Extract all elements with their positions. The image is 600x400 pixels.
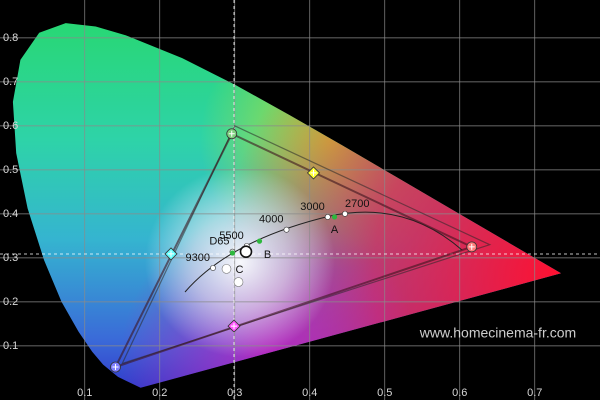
x-tick-label: 0.5 (377, 387, 392, 399)
primary-cross (468, 243, 475, 250)
temperature-label: 4000 (259, 214, 283, 226)
illuminant-point (229, 250, 236, 256)
white-point (239, 245, 253, 259)
x-tick-label: 0.7 (527, 387, 542, 399)
illuminant-point (331, 214, 338, 220)
y-tick-label: 0.7 (3, 76, 18, 88)
primary-cross (228, 130, 235, 137)
secondary-cross (168, 250, 174, 257)
temperature-label: 2700 (345, 198, 369, 210)
y-tick-label: 0.1 (3, 340, 18, 352)
y-tick-label: 0.6 (3, 120, 18, 132)
temperature-label: 3000 (300, 201, 324, 213)
temperature-point (342, 210, 348, 217)
white-point (233, 277, 244, 287)
watermark: www.homecinema-fr.com (419, 325, 576, 341)
reference-gamut (121, 125, 492, 365)
y-tick-label: 0.5 (3, 164, 18, 176)
illuminant-label: A (331, 224, 339, 236)
y-tick-label: 0.3 (3, 252, 18, 264)
temperature-label: 9300 (186, 252, 210, 264)
x-tick-label: 0.1 (77, 387, 92, 399)
y-tick-label: 0.8 (3, 32, 18, 44)
x-tick-label: 0.4 (302, 387, 317, 399)
illuminant-label: B (264, 249, 271, 261)
y-tick-label: 0.2 (3, 296, 18, 308)
x-tick-label: 0.6 (452, 387, 467, 399)
white-point (221, 264, 232, 274)
illuminant-label: C (236, 264, 244, 276)
illuminant-point (256, 238, 263, 244)
temperature-label: D65 (209, 236, 229, 248)
temperature-label: 5500 (219, 230, 243, 242)
y-tick-label: 0.4 (3, 208, 18, 220)
secondary-cross (310, 169, 317, 176)
x-tick-label: 0.3 (227, 387, 242, 399)
x-tick-label: 0.2 (152, 387, 167, 399)
temperature-point (283, 226, 290, 233)
secondary-cross (231, 323, 237, 330)
temperature-point (210, 265, 216, 271)
temperature-point (324, 214, 331, 220)
primary-cross (112, 363, 119, 370)
